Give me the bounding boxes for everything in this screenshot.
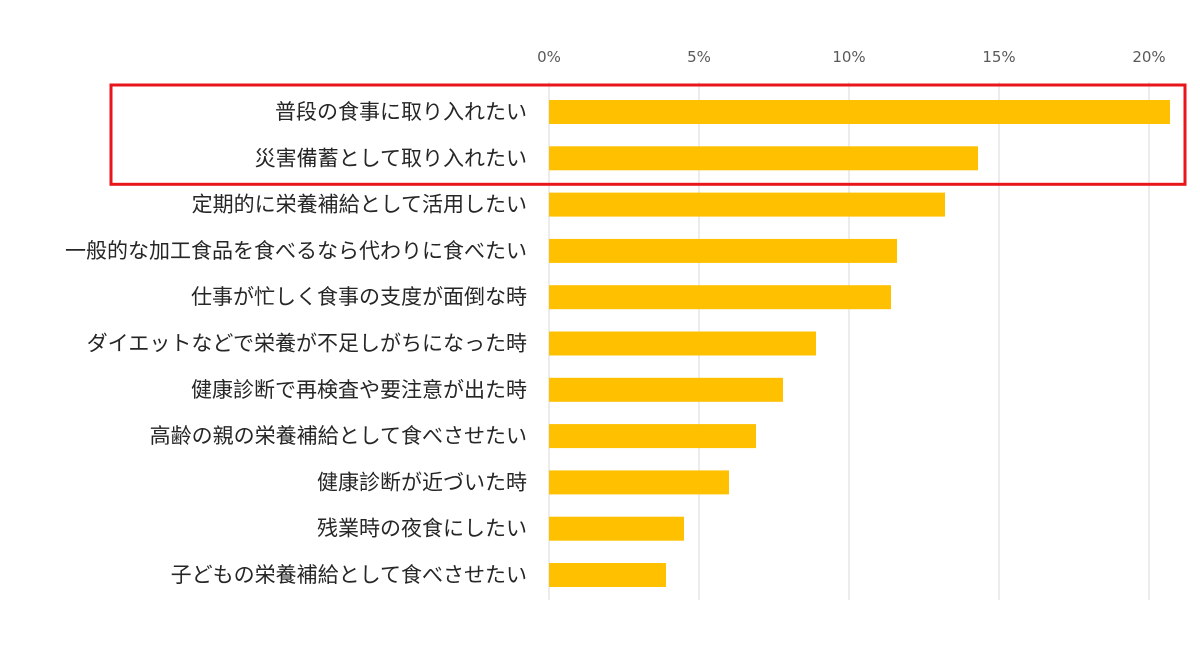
category-label-9: 残業時の夜食にしたい: [317, 517, 527, 541]
category-label-1: 災害備蓄として取り入れたい: [255, 146, 527, 170]
bar-6: [549, 377, 783, 402]
category-label-2: 定期的に栄養補給として活用したい: [192, 193, 527, 217]
x-tick-label-0: 0%: [537, 48, 561, 66]
category-label-5: ダイエットなどで栄養が不足しがちになった時: [87, 332, 527, 356]
x-tick-label-4: 20%: [1132, 48, 1165, 66]
bar-7: [549, 424, 756, 449]
bar-5: [549, 331, 816, 356]
bar-3: [549, 238, 897, 263]
bar-9: [549, 516, 684, 541]
bar-2: [549, 192, 945, 217]
bar-8: [549, 470, 729, 495]
bar-10: [549, 563, 666, 587]
category-label-3: 一般的な加工食品を食べるなら代わりに食べたい: [65, 239, 527, 263]
bar-0: [549, 100, 1170, 124]
x-tick-label-3: 15%: [982, 48, 1015, 66]
bar-1: [549, 146, 978, 171]
x-tick-label-1: 5%: [687, 48, 711, 66]
category-label-8: 健康診断が近づいた時: [317, 470, 527, 494]
highlight-box: [109, 83, 1187, 186]
category-label-0: 普段の食事に取り入れたい: [275, 100, 527, 124]
bar-4: [549, 285, 891, 310]
category-label-7: 高齢の親の栄養補給として食べさせたい: [150, 424, 527, 448]
category-label-10: 子どもの栄養補給として食べさせたい: [171, 563, 527, 587]
category-label-4: 仕事が忙しく食事の支度が面倒な時: [191, 285, 527, 309]
x-tick-label-2: 10%: [832, 48, 865, 66]
category-label-6: 健康診断で再検査や要注意が出た時: [191, 378, 527, 402]
